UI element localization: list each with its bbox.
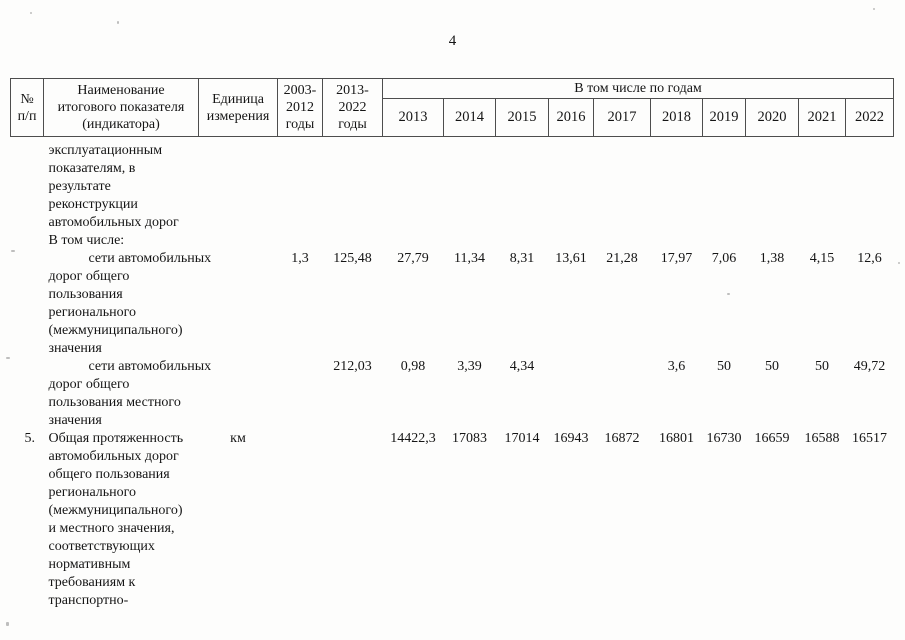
page-number: 4 [448, 33, 457, 49]
value-2015: 17014 [504, 431, 540, 446]
value-2015 [496, 137, 549, 251]
indicator-name: эксплуатационным показателям, в результа… [48, 143, 179, 248]
value-2003-2012 [278, 137, 323, 251]
value-2018 [651, 137, 703, 251]
unit-cell: км [230, 431, 246, 446]
scan-speck [6, 622, 9, 626]
value-2003-2012 [278, 358, 323, 430]
value-2022: 49,72 [853, 359, 886, 374]
col-header-year-2016: 2016 [548, 98, 594, 137]
value-2021: 16588 [804, 431, 840, 446]
col-header-year-2015: 2015 [495, 98, 549, 137]
indicators-table: № п/п Наименование итогового показателя … [10, 78, 895, 611]
value-2021: 50 [815, 359, 829, 374]
col-header-2013-2022: 2013- 2022 годы [322, 78, 383, 137]
scan-speck [11, 250, 15, 252]
value-2018: 17,97 [660, 251, 693, 266]
value-2013-2022 [323, 430, 383, 610]
value-2003-2012: 1,3 [291, 251, 309, 266]
scan-speck [117, 21, 119, 24]
value-2022: 16517 [852, 431, 888, 446]
col-header-name: Наименование итогового показателя (индик… [43, 78, 199, 137]
value-2013-2022 [323, 137, 383, 251]
value-2013-2022: 125,48 [333, 251, 372, 266]
col-header-years-group: В том числе по годам [381, 78, 895, 99]
scan-speck [6, 357, 10, 359]
value-2017: 21,28 [606, 251, 638, 266]
value-2022 [846, 137, 894, 251]
value-2014 [444, 137, 496, 251]
value-2014: 17083 [452, 431, 487, 446]
value-2021: 4,15 [809, 251, 835, 266]
value-2016: 16943 [553, 431, 589, 446]
value-2017: 16872 [604, 431, 640, 446]
value-2014: 11,34 [454, 251, 485, 266]
value-2020: 50 [765, 359, 779, 374]
col-header-year-2018: 2018 [650, 98, 703, 137]
unit-cell [199, 137, 278, 251]
row-number: 5. [24, 431, 36, 446]
table-row: сети автомобильных дорог общего пользова… [11, 358, 894, 430]
value-2013 [383, 137, 444, 251]
value-2019 [703, 137, 746, 251]
value-2016 [549, 137, 594, 251]
value-2017 [594, 137, 651, 251]
col-header-unit: Единица измерения [198, 78, 278, 137]
col-header-year-2017: 2017 [593, 98, 651, 137]
indicator-name: Общая протяженность автомобильных дорог … [48, 431, 184, 608]
table-row: сети автомобильных дорог общего пользова… [11, 250, 894, 358]
value-2017 [594, 358, 651, 430]
value-2013: 14422,3 [390, 431, 436, 446]
value-2018: 3,6 [667, 359, 686, 374]
value-2013: 0,98 [400, 359, 426, 374]
table-row: эксплуатационным показателям, в результа… [11, 137, 894, 251]
scan-speck [873, 8, 875, 10]
value-2020: 16659 [754, 431, 790, 446]
value-2018: 16801 [659, 431, 694, 446]
indicator-name: сети автомобильных дорог общего пользова… [48, 251, 212, 356]
value-2013-2022: 212,03 [333, 359, 372, 374]
value-2019: 50 [717, 359, 731, 374]
table-header: № п/п Наименование итогового показателя … [10, 78, 895, 137]
col-header-year-2021: 2021 [798, 98, 846, 137]
scan-speck [30, 12, 32, 14]
value-2019: 7,06 [711, 251, 737, 266]
col-header-year-2013: 2013 [382, 98, 444, 137]
indicator-name: сети автомобильных дорог общего пользова… [48, 359, 212, 428]
value-2013: 27,79 [397, 251, 429, 266]
value-2019: 16730 [706, 431, 742, 446]
col-header-year-2022: 2022 [844, 98, 895, 137]
value-2003-2012 [278, 430, 323, 610]
value-2015: 4,34 [509, 359, 535, 374]
value-2022: 12,6 [857, 251, 882, 266]
value-2015: 8,31 [509, 251, 535, 266]
col-header-num: № п/п [10, 78, 44, 137]
col-header-year-2019: 2019 [702, 98, 746, 137]
scan-speck [727, 293, 730, 295]
row-number [11, 250, 44, 358]
value-2014: 3,39 [457, 359, 482, 374]
row-number [11, 137, 44, 251]
col-header-year-2014: 2014 [443, 98, 496, 137]
value-2016: 13,61 [555, 251, 587, 266]
col-header-2003-2012: 2003- 2012 годы [277, 78, 323, 137]
value-2020 [746, 137, 799, 251]
value-2020: 1,38 [759, 251, 785, 266]
row-number [11, 358, 44, 430]
table-row: 5. Общая протяженность автомобильных дор… [11, 430, 894, 610]
col-header-year-2020: 2020 [745, 98, 799, 137]
value-2016 [549, 358, 594, 430]
value-2021 [799, 137, 846, 251]
table-body: эксплуатационным показателям, в результа… [11, 137, 894, 611]
scan-speck [898, 262, 900, 264]
